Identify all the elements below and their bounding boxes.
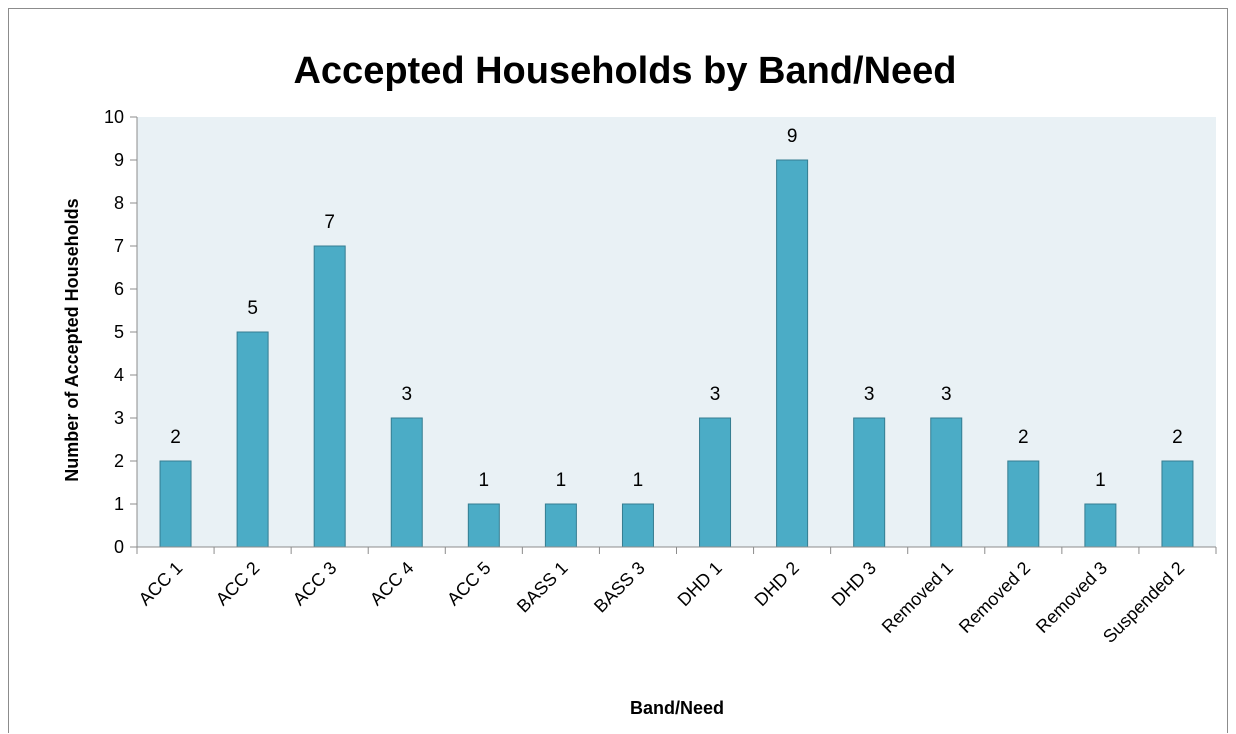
y-tick-label: 6 [114,279,124,299]
bar [1007,460,1040,548]
data-label: 5 [247,298,258,319]
data-label: 1 [479,470,490,491]
bar [467,503,500,548]
data-label: 7 [324,212,335,233]
bars [159,159,1194,548]
data-label: 2 [1172,427,1183,448]
y-tick-label: 7 [114,236,124,256]
data-labels: 2 5 7 3 1 1 1 3 9 3 3 2 1 2 [170,126,1183,491]
y-axis-title: Number of Accepted Households [62,198,82,481]
x-tick-label: ACC 2 [212,558,264,610]
x-tick-label: DHD 1 [674,558,726,610]
data-label: 9 [787,126,798,147]
y-tick-label: 1 [114,494,124,514]
data-label: 1 [633,470,644,491]
data-label: 2 [170,427,181,448]
chart-title: Accepted Households by Band/Need [293,50,956,92]
x-tick-label: Removed 2 [955,558,1034,637]
x-tick-label: ACC 5 [443,558,495,610]
data-label: 1 [1095,470,1106,491]
y-tick-label: 10 [104,107,124,127]
bar [1161,460,1194,548]
bar [159,460,192,548]
bar [390,417,423,548]
x-axis-title: Band/Need [630,698,724,718]
x-tick-label: ACC 4 [366,558,418,610]
x-tick-label: ACC 1 [135,558,187,610]
data-label: 1 [556,470,567,491]
y-tick-label: 3 [114,408,124,428]
plot-area [137,117,1216,547]
bar-chart: Accepted Households by Band/Need 0 1 2 3 4 5 6… [62,50,1217,718]
bar [853,417,886,548]
x-tick-label: Removed 3 [1032,558,1111,637]
chart-frame: Accepted Households by Band/Need 0 1 2 3 4 5 6… [8,8,1228,733]
bar [930,417,963,548]
x-tick-label: ACC 3 [289,558,341,610]
y-tick-label: 8 [114,193,124,213]
data-label: 2 [1018,427,1029,448]
bar [621,503,654,548]
bar [313,245,346,548]
data-label: 3 [710,384,721,405]
x-axis-ticks: ACC 1 ACC 2 ACC 3 ACC 4 ACC 5 BASS 1 BASS 3 DHD… [135,547,1217,647]
x-tick-label: Suspended 2 [1099,558,1188,647]
y-axis-ticks: 0 1 2 3 4 5 6 7 8 9 10 [104,107,137,557]
y-tick-label: 5 [114,322,124,342]
y-tick-label: 0 [114,537,124,557]
x-tick-label: Removed 1 [878,558,957,637]
bar [699,417,732,548]
x-tick-label: DHD 2 [751,558,803,610]
bar [1084,503,1117,548]
x-tick-label: BASS 1 [513,558,572,617]
bar [776,159,809,548]
y-tick-label: 9 [114,150,124,170]
y-tick-label: 2 [114,451,124,471]
data-label: 3 [864,384,875,405]
data-label: 3 [941,384,952,405]
bar [544,503,577,548]
x-tick-label: BASS 3 [590,558,649,617]
x-tick-label: DHD 3 [828,558,880,610]
bar [236,331,269,548]
y-tick-label: 4 [114,365,124,385]
data-label: 3 [401,384,412,405]
